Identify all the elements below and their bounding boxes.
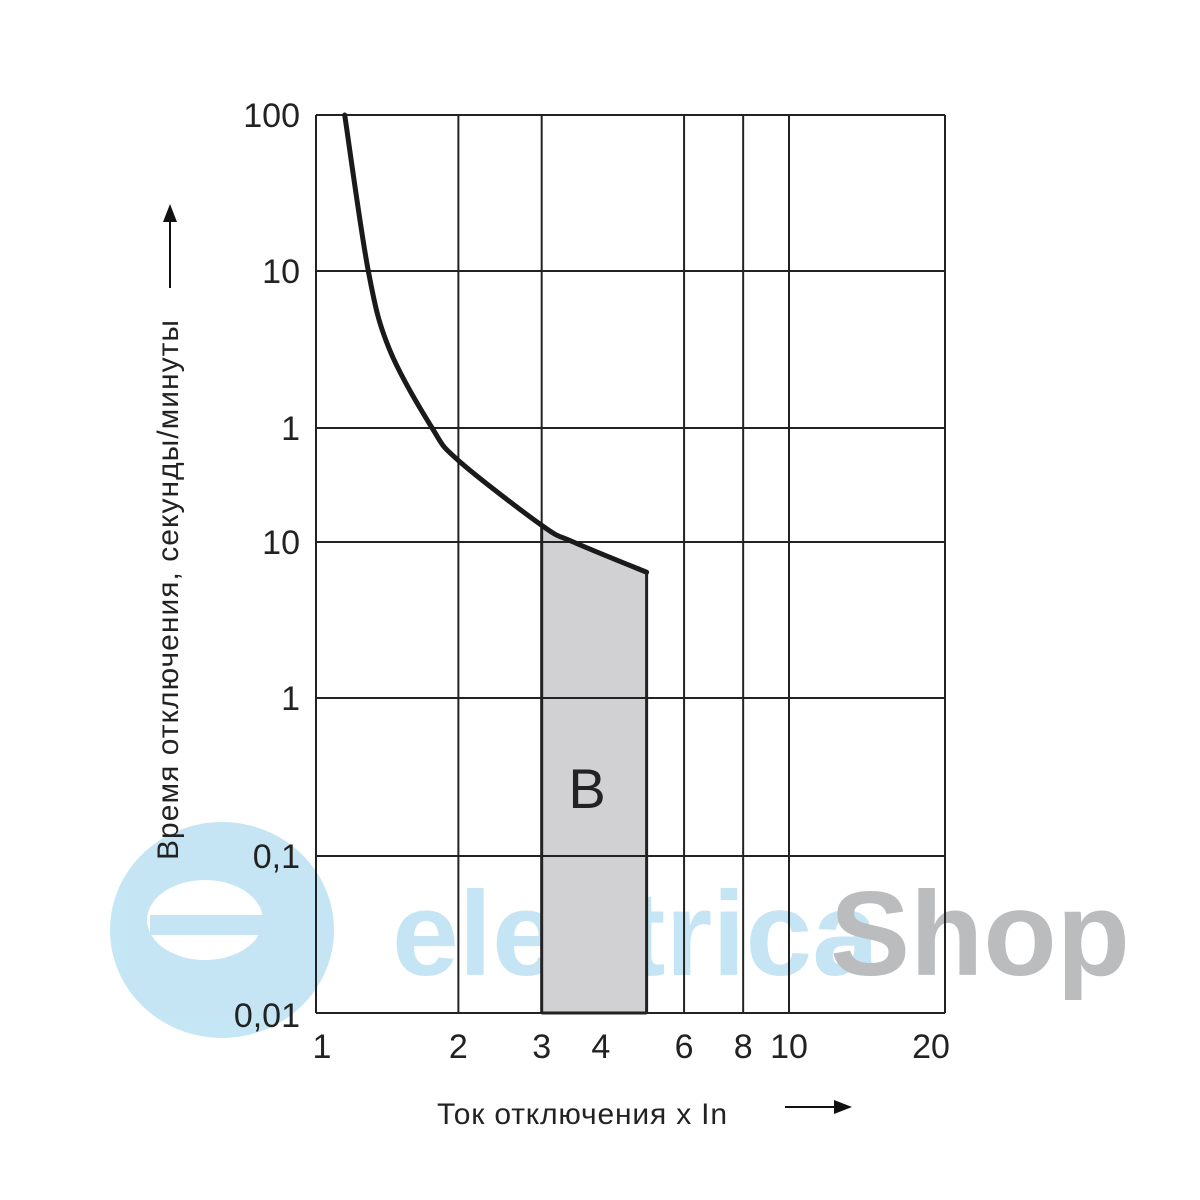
y-tick-label-4: 1 xyxy=(281,680,300,718)
x-tick-label-1: 1 xyxy=(313,1028,332,1066)
x-tick-label-4: 4 xyxy=(591,1028,610,1066)
y-tick-label-1: 10 xyxy=(262,253,300,291)
y-tick-label-5: 0,1 xyxy=(253,838,300,876)
x-tick-label-3: 3 xyxy=(532,1028,551,1066)
x-axis-arrow-icon xyxy=(785,1100,852,1114)
watermark-text-shop: Shop xyxy=(830,867,1130,1001)
x-tick-label-2: 2 xyxy=(449,1028,468,1066)
x-tick-label-20: 20 xyxy=(912,1028,950,1066)
x-axis-label: Ток отключения x In xyxy=(437,1098,727,1131)
y-tick-label-2: 1 xyxy=(281,410,300,448)
y-tick-label-0: 100 xyxy=(243,97,300,135)
y-axis-label: Время отключения, секунды/минуты xyxy=(152,320,185,860)
trip-curve-line xyxy=(342,112,650,575)
y-axis-arrow-icon xyxy=(163,204,177,288)
y-tick-label-6: 0,01 xyxy=(234,997,300,1035)
y-tick-label-3: 10 xyxy=(262,524,300,562)
region-label-b: B xyxy=(568,757,605,820)
x-tick-label-6: 6 xyxy=(675,1028,694,1066)
region-b-fill xyxy=(541,525,647,1013)
x-tick-label-8: 8 xyxy=(734,1028,753,1066)
x-tick-label-10: 10 xyxy=(770,1028,808,1066)
